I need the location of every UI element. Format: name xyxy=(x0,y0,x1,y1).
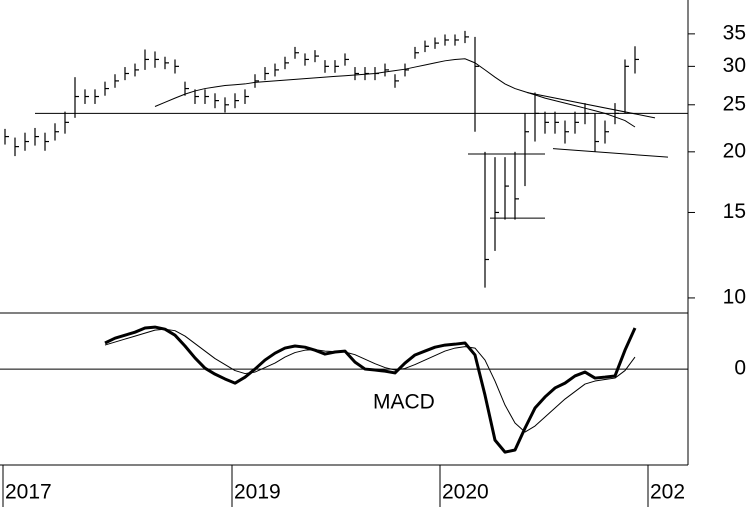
y-tick-label: 15 xyxy=(723,200,746,223)
trendline xyxy=(526,92,656,119)
x-tick-label: 2019 xyxy=(234,481,281,504)
y-tick-label: 35 xyxy=(723,21,746,44)
x-tick-label: 2017 xyxy=(5,481,52,504)
y-tick-label: 0 xyxy=(734,357,746,380)
trendline xyxy=(552,148,669,158)
moving-average xyxy=(154,58,636,128)
x-tick-label: 202 xyxy=(650,481,685,504)
y-tick-label: 20 xyxy=(723,139,746,162)
macd-line xyxy=(104,328,636,433)
x-tick-label: 2020 xyxy=(442,481,489,504)
y-tick-label: 30 xyxy=(723,54,746,77)
annotation: MACD xyxy=(373,391,435,414)
y-tick-label: 10 xyxy=(723,285,746,308)
macd-line xyxy=(104,325,637,454)
y-tick-label: 25 xyxy=(723,92,746,115)
